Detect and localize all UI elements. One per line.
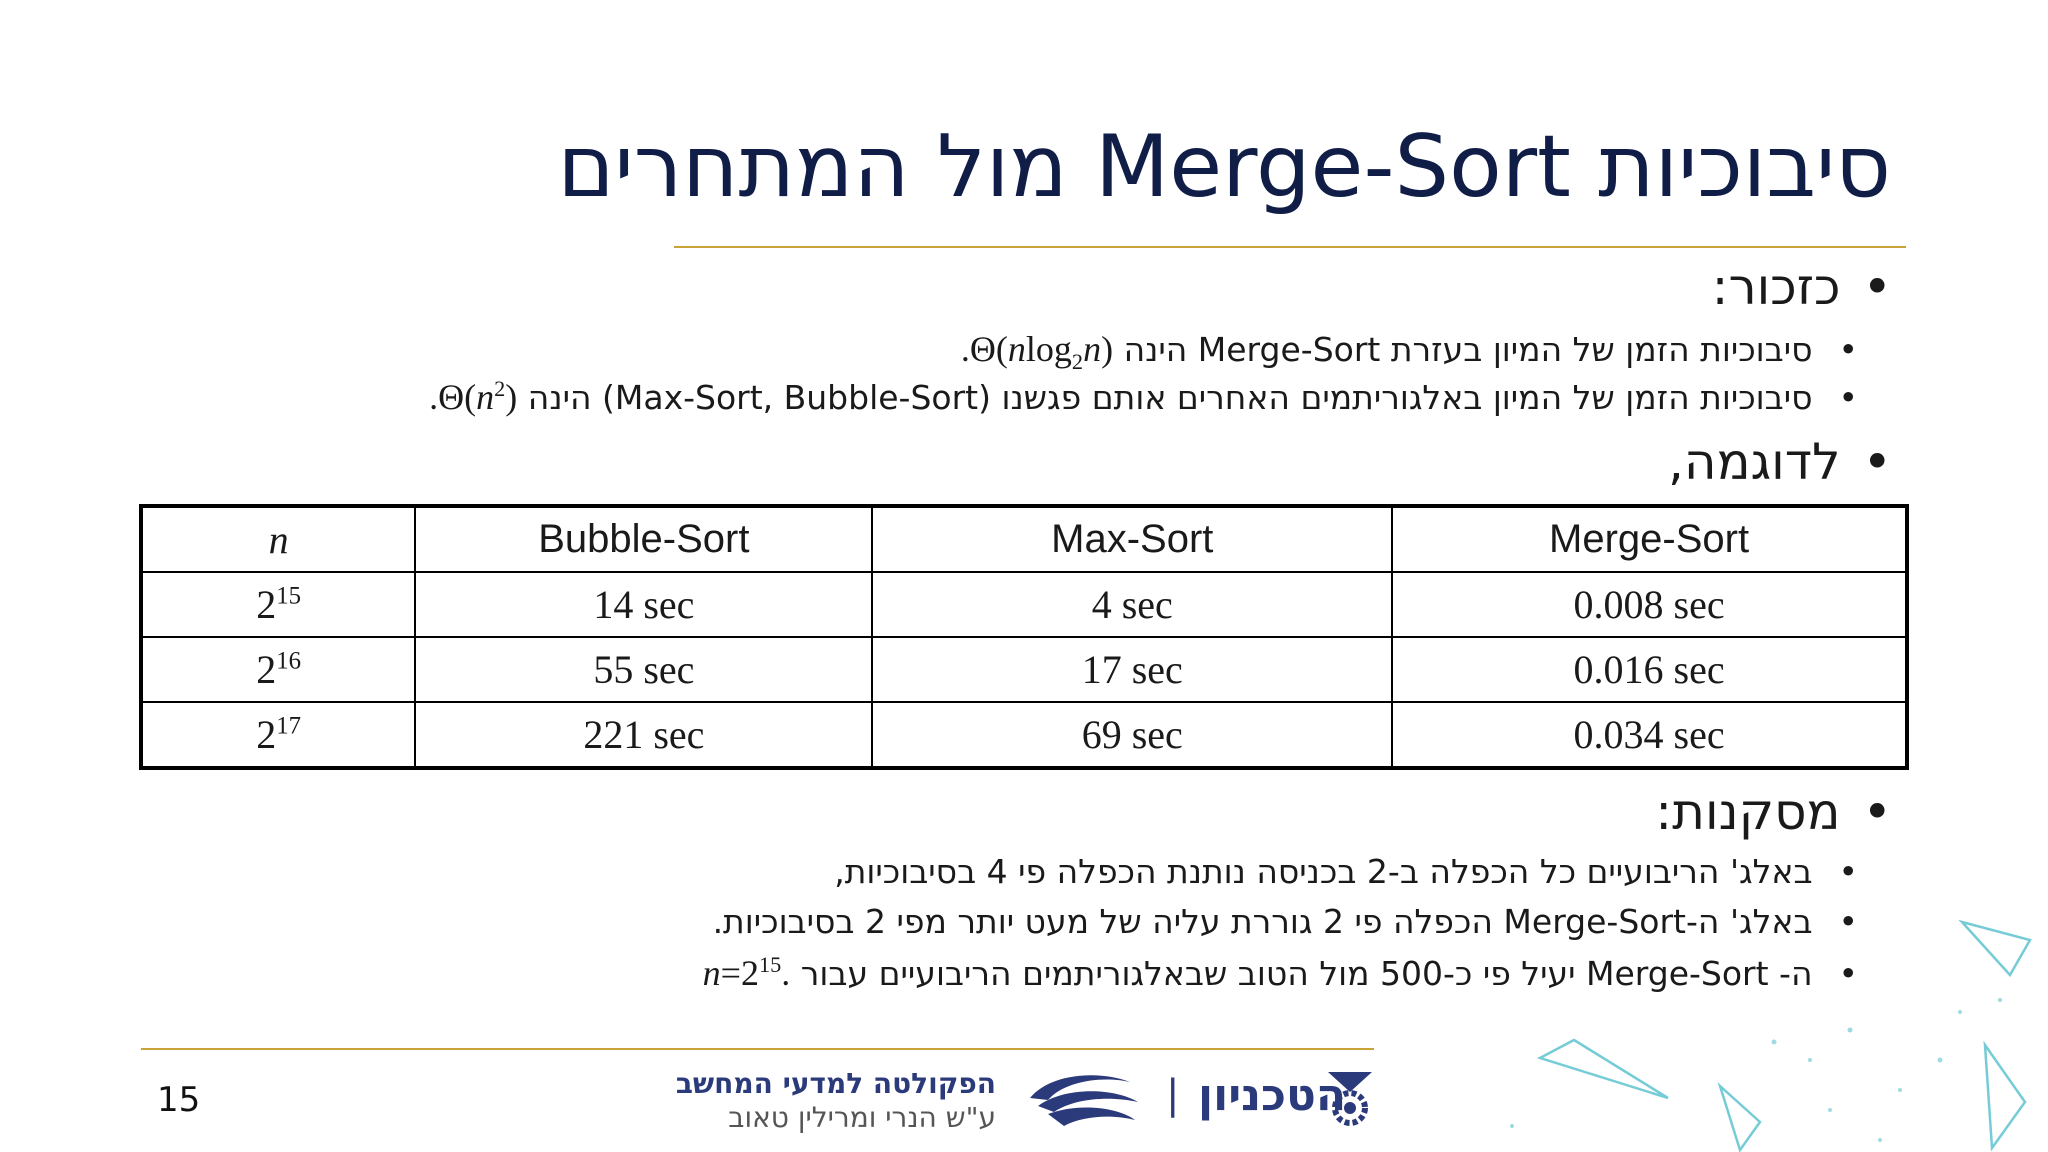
table-row: 216 55 sec 17 sec 0.016 sec [139,636,1908,703]
recall-label: כזכור: [1711,258,1841,316]
cell-bubble: 14 sec [414,571,874,638]
cell-merge: 0.008 sec [1391,571,1908,638]
cell-max: 69 sec [871,701,1394,769]
bullet-dot: • [1838,902,1858,941]
header-n: n [139,505,417,573]
conclusion-item-1-text: באלג' הריבועיים כל הכפלה ב-2 בכניסה נותנ… [834,852,1813,891]
conclusions-heading: • מסקנות: [1655,783,1892,841]
header-max-sort: Max-Sort [871,505,1394,573]
conclusion-item-3-formula: n=215. [702,952,791,993]
bullet-dot: • [1862,783,1893,841]
cell-n: 216 [139,636,417,703]
recall-item-2-text: סיבוכיות הזמן של המיון באלגוריתמים האחרי… [527,378,1813,417]
conclusion-item-2: • באלג' ה-Merge-Sort הכפלה פי 2 גוררת עלי… [713,902,1858,941]
conclusions-label: מסקנות: [1655,783,1841,841]
footer-line [141,1048,1374,1050]
recall-item-2-formula: .Θ(n2) [429,376,518,417]
cell-max: 17 sec [871,636,1394,703]
bullet-dot: • [1838,852,1858,891]
faculty-line-2: ע"ש הנרי ומרילין טאוב [728,1101,996,1134]
cs-faculty-logo-icon [1030,1075,1138,1126]
conclusion-item-1: • באלג' הריבועיים כל הכפלה ב-2 בכניסה נות… [834,852,1858,891]
table-header-row: n Bubble-Sort Max-Sort Merge-Sort [139,505,1908,573]
cell-n: 215 [139,571,417,638]
header-bubble-sort: Bubble-Sort [414,505,874,573]
cell-n: 217 [139,701,417,769]
conclusion-item-3-text: ה- Merge-Sort יעיל פי כ-500 מול הטוב שבא… [800,954,1813,993]
technion-logo-icon [1328,1072,1372,1126]
recall-item-1: • סיבוכיות הזמן של המיון בעזרת Merge-Sort… [961,328,1858,375]
footer-separator: | [1166,1072,1180,1118]
example-label: לדוגמה, [1668,433,1841,491]
bullet-dot: • [1838,378,1858,417]
example-heading: • לדוגמה, [1668,433,1892,491]
header-merge-sort: Merge-Sort [1391,505,1908,573]
conclusion-item-3: • ה- Merge-Sort יעיל פי כ-500 מול הטוב שב… [703,952,1858,994]
recall-item-1-text: סיבוכיות הזמן של המיון בעזרת Merge-Sort … [1123,330,1813,369]
faculty-name: הפקולטה למדעי המחשב ע"ש הנרי ומרילין טאו… [676,1067,996,1135]
slide-title: סיבוכיות Merge-Sort מול המתחרים [557,117,1891,217]
recall-item-2: • סיבוכיות הזמן של המיון באלגוריתמים האחר… [429,376,1858,418]
cell-merge: 0.034 sec [1391,701,1908,769]
title-underline [674,246,1906,248]
technion-name: הטכניון [1198,1070,1347,1121]
table-row: 215 14 sec 4 sec 0.008 sec [139,571,1908,638]
cell-bubble: 221 sec [414,701,874,769]
cell-max: 4 sec [871,571,1394,638]
faculty-line-1: הפקולטה למדעי המחשב [675,1067,996,1100]
recall-heading: • כזכור: [1712,258,1892,316]
conclusion-item-2-text: באלג' ה-Merge-Sort הכפלה פי 2 גוררת עליה… [712,902,1813,941]
cell-merge: 0.016 sec [1391,636,1908,703]
bullet-dot: • [1838,954,1858,993]
page-number: 15 [157,1080,201,1120]
bullet-dot: • [1838,330,1858,369]
table-row: 217 221 sec 69 sec 0.034 sec [139,701,1908,769]
recall-item-1-formula: .Θ(nlog2n) [960,329,1114,375]
bullet-dot: • [1862,433,1893,491]
complexity-table: n Bubble-Sort Max-Sort Merge-Sort 215 14… [139,504,1909,770]
cell-bubble: 55 sec [414,636,874,703]
bullet-dot: • [1862,258,1893,316]
